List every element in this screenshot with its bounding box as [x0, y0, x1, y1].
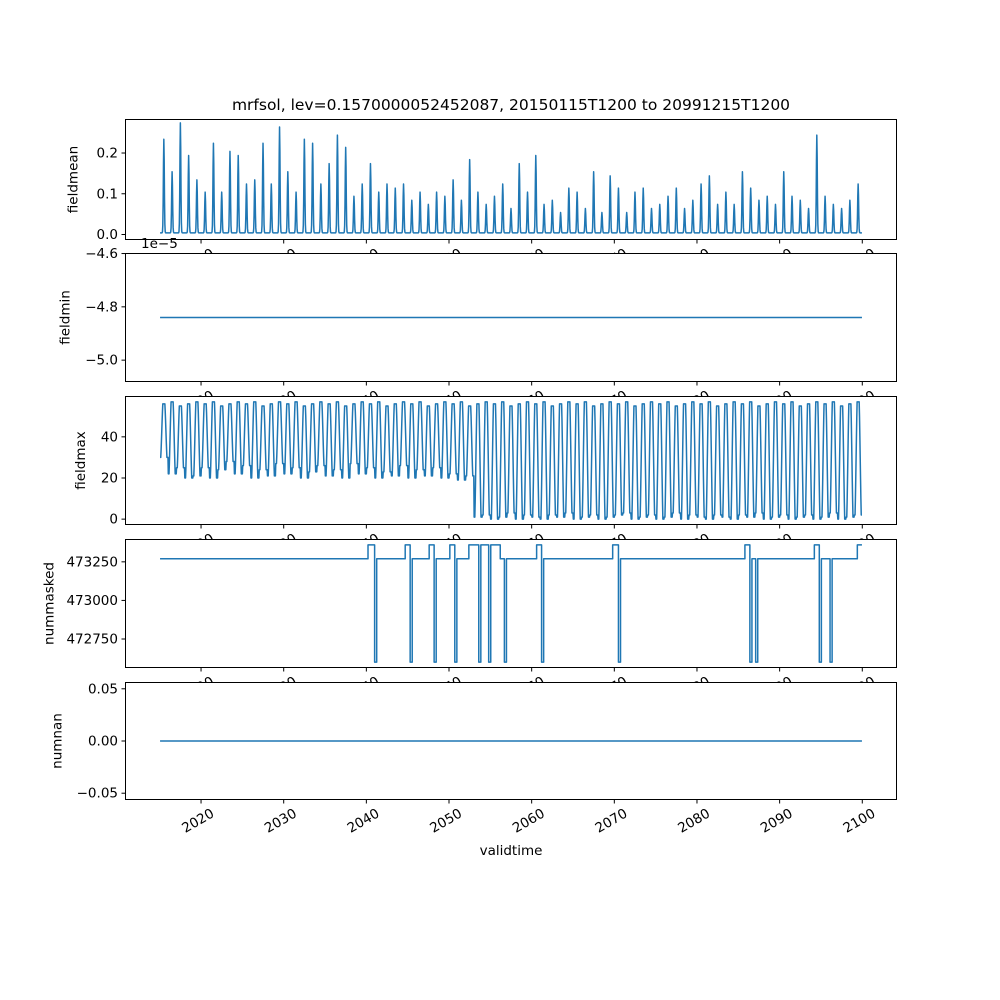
- y-tick-label: 20: [101, 470, 118, 486]
- y-tick-label: 0.05: [88, 681, 118, 697]
- y-tick-label: −5.0: [85, 353, 118, 369]
- x-tick-label: 2060: [510, 806, 548, 837]
- x-tick-label: 2020: [179, 806, 217, 837]
- panel-nummasked: 4727504730004732502020203020402050206020…: [42, 539, 897, 705]
- x-axis-label: validtime: [479, 843, 543, 859]
- y-tick-label: 473000: [66, 593, 118, 609]
- y-tick-label: 40: [101, 429, 118, 445]
- nummasked-ylabel: nummasked: [42, 562, 58, 645]
- fieldmin-ylabel: fieldmin: [57, 290, 73, 345]
- fieldmax-ylabel: fieldmax: [73, 431, 89, 490]
- x-tick-label: 2070: [593, 806, 631, 837]
- panel-fieldmean: 0.00.10.22020203020402050206020702080209…: [65, 119, 897, 277]
- y-tick-label: 0.1: [97, 186, 118, 202]
- x-tick-label: 2050: [427, 806, 465, 837]
- nummasked-line: [160, 544, 862, 663]
- y-tick-label: 0.00: [88, 734, 118, 750]
- y-tick-label: 472750: [66, 631, 118, 647]
- y-tick-label: 0.2: [97, 146, 118, 162]
- y-tick-label: −0.05: [77, 786, 118, 802]
- x-tick-label: 2100: [841, 806, 879, 837]
- x-tick-label: 2040: [345, 806, 383, 837]
- axes-spines: [125, 539, 897, 668]
- panel-fieldmax: 0204020202030204020502060207020802090210…: [73, 396, 897, 562]
- y-tick-label: −4.6: [85, 246, 118, 262]
- panel-fieldmin: −4.6−4.8−5.02020203020402050206020702080…: [57, 236, 897, 419]
- fieldmax-line: [159, 401, 863, 520]
- x-tick-label: 2080: [675, 806, 713, 837]
- y-tick-label: −4.8: [85, 299, 118, 315]
- fieldmean-ylabel: fieldmean: [65, 146, 81, 213]
- numnan-ylabel: numnan: [50, 713, 66, 769]
- chart-title: mrfsol, lev=0.1570000052452087, 20150115…: [231, 96, 791, 114]
- y-tick-label: 0: [109, 512, 118, 528]
- y-tick-label: 0.0: [97, 227, 118, 243]
- x-tick-label: 2030: [262, 806, 300, 837]
- fieldmean-line: [159, 122, 863, 234]
- x-tick-label: 2090: [758, 806, 796, 837]
- panel-numnan: −0.05 0.00 0.05 2020 2030 2040 2050 2060 2070 208…: [50, 681, 897, 837]
- y-tick-label: 473250: [66, 554, 118, 570]
- y-axis-offset-text: 1e−5: [141, 236, 178, 252]
